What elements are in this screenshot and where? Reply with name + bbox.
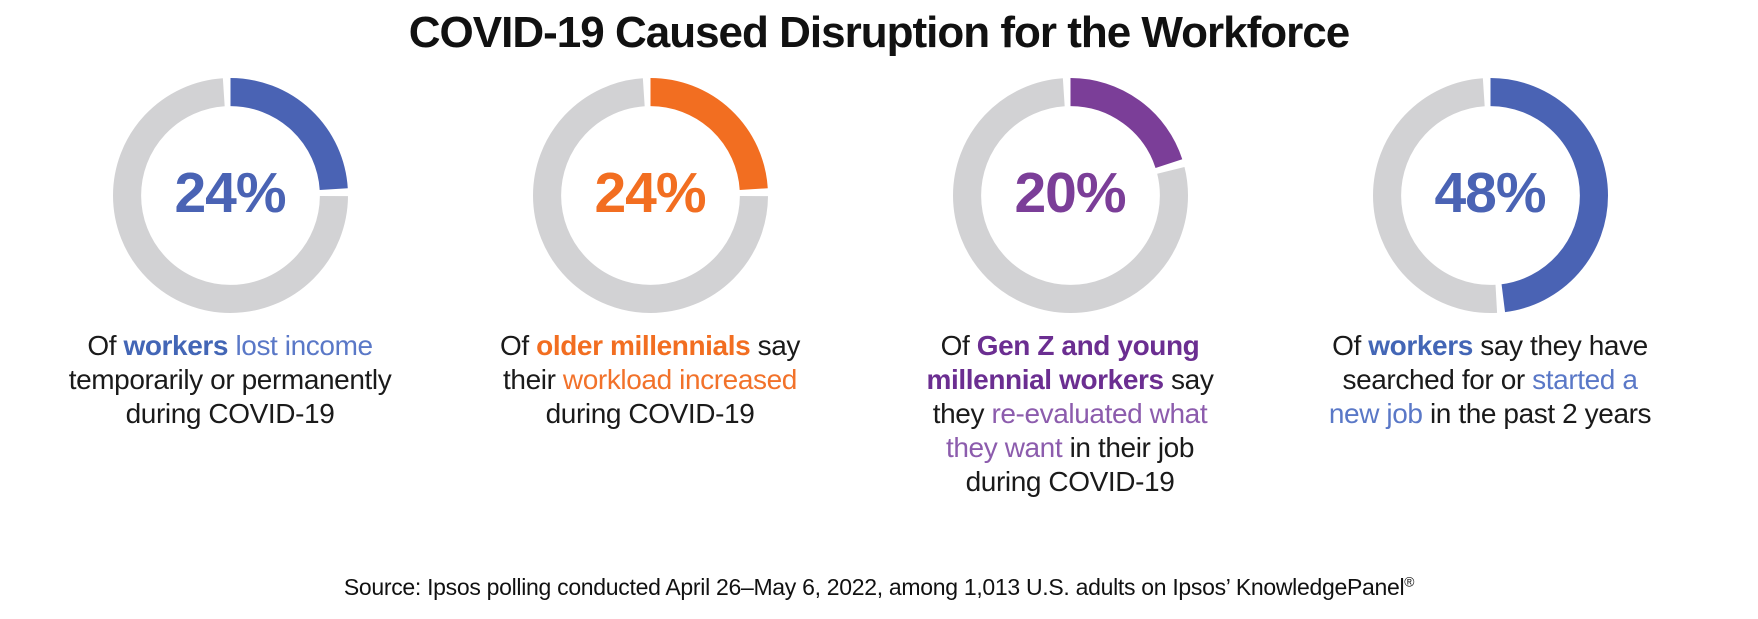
caption-segment: workload increased [562,364,797,395]
donut-ring [532,78,768,313]
percent-label: 24% [594,160,706,225]
caption-segment: Of [1332,330,1369,361]
donut-cards-row: 24% Of workers lost income temporarily or… [20,78,1700,499]
caption-line: they want in their job [927,431,1214,465]
caption-line: Of workers say they have [1329,329,1651,363]
caption-line: temporarily or permanently [69,363,392,397]
caption: Of older millennials say their workload i… [500,329,800,431]
donut-arc-value [952,78,1188,313]
source-text: Source: Ipsos polling conducted April 26… [343,574,1405,600]
caption-segment: in the past 2 years [1422,398,1652,429]
stat-card-genz-young-millennials-reevaluated: 20% Of Gen Z and young millennial workers… [860,78,1280,499]
donut-ring [112,78,348,313]
registered-trademark-symbol: ® [1404,574,1415,590]
caption: Of workers say they have searched for or … [1328,329,1652,431]
caption-segment: they want [945,432,1063,463]
caption-segment: Of [940,330,977,361]
caption-segment: their [503,364,563,395]
caption-segment: workers [1368,330,1473,361]
percent-label: 48% [1434,160,1546,225]
caption-line: Of older millennials say [500,329,800,363]
caption-segment: say they have [1472,330,1648,361]
caption-line: new job in the past 2 years [1328,397,1652,431]
donut-chart: 24% [532,78,768,313]
caption-segment: during COVID-19 [545,398,755,429]
caption-segment: say [750,330,801,361]
caption-line: during COVID-19 [927,465,1214,499]
caption-segment: started a [1532,364,1638,395]
donut-arc-remainder [112,78,348,313]
caption-segment: Of [499,330,537,361]
donut-arc-value [532,78,768,313]
source-note: Source: Ipsos polling conducted April 26… [0,574,1758,601]
donut-arc-value [1372,78,1608,313]
donut-ring [1372,78,1608,313]
caption-segment: during COVID-19 [965,466,1175,497]
caption-line: millennial workers say [927,363,1214,397]
page-title: COVID-19 Caused Disruption for the Workf… [408,8,1350,57]
donut-chart: 20% [952,78,1188,313]
caption-segment: searched for or [1342,364,1533,395]
caption-segment: new job [1328,398,1423,429]
caption-line: during COVID-19 [500,397,800,431]
caption-segment: during COVID-19 [125,398,335,429]
percent-label: 24% [174,160,286,225]
caption-segment: workers [123,330,229,361]
stat-card-older-millennials-workload: 24% Of older millennials say their worklo… [440,78,860,499]
caption-segment: lost income [235,330,373,361]
donut-arc-remainder [1372,78,1608,313]
caption-segment: temporarily or permanently [68,364,392,395]
caption: Of Gen Z and young millennial workers say… [927,329,1214,499]
caption-line: Of workers lost income [69,329,392,363]
donut-arc-remainder [532,78,768,313]
caption-line: they re-evaluated what [927,397,1214,431]
caption-segment: say [1163,364,1214,395]
caption-line: during COVID-19 [69,397,392,431]
caption-line: Of Gen Z and young [927,329,1214,363]
caption-segment: older millennials [536,330,751,361]
donut-arc-remainder [952,78,1188,313]
caption-line: searched for or started a [1329,363,1651,397]
caption-segment: millennial workers [926,364,1165,395]
donut-ring [952,78,1188,313]
percent-label: 20% [1014,160,1126,225]
stat-card-workers-lost-income: 24% Of workers lost income temporarily or… [20,78,440,499]
stat-card-workers-new-job: 48% Of workers say they have searched for… [1280,78,1700,499]
caption-segment: they [932,398,992,429]
caption: Of workers lost income temporarily or per… [69,329,392,431]
caption-segment: Gen Z and young [976,330,1200,361]
donut-chart: 48% [1372,78,1608,313]
donut-arc-value [112,78,348,313]
caption-segment: in their job [1062,432,1195,463]
caption-line: their workload increased [500,363,800,397]
donut-chart: 24% [112,78,348,313]
caption-segment: Of [87,330,124,361]
caption-segment: re-evaluated what [991,398,1208,429]
